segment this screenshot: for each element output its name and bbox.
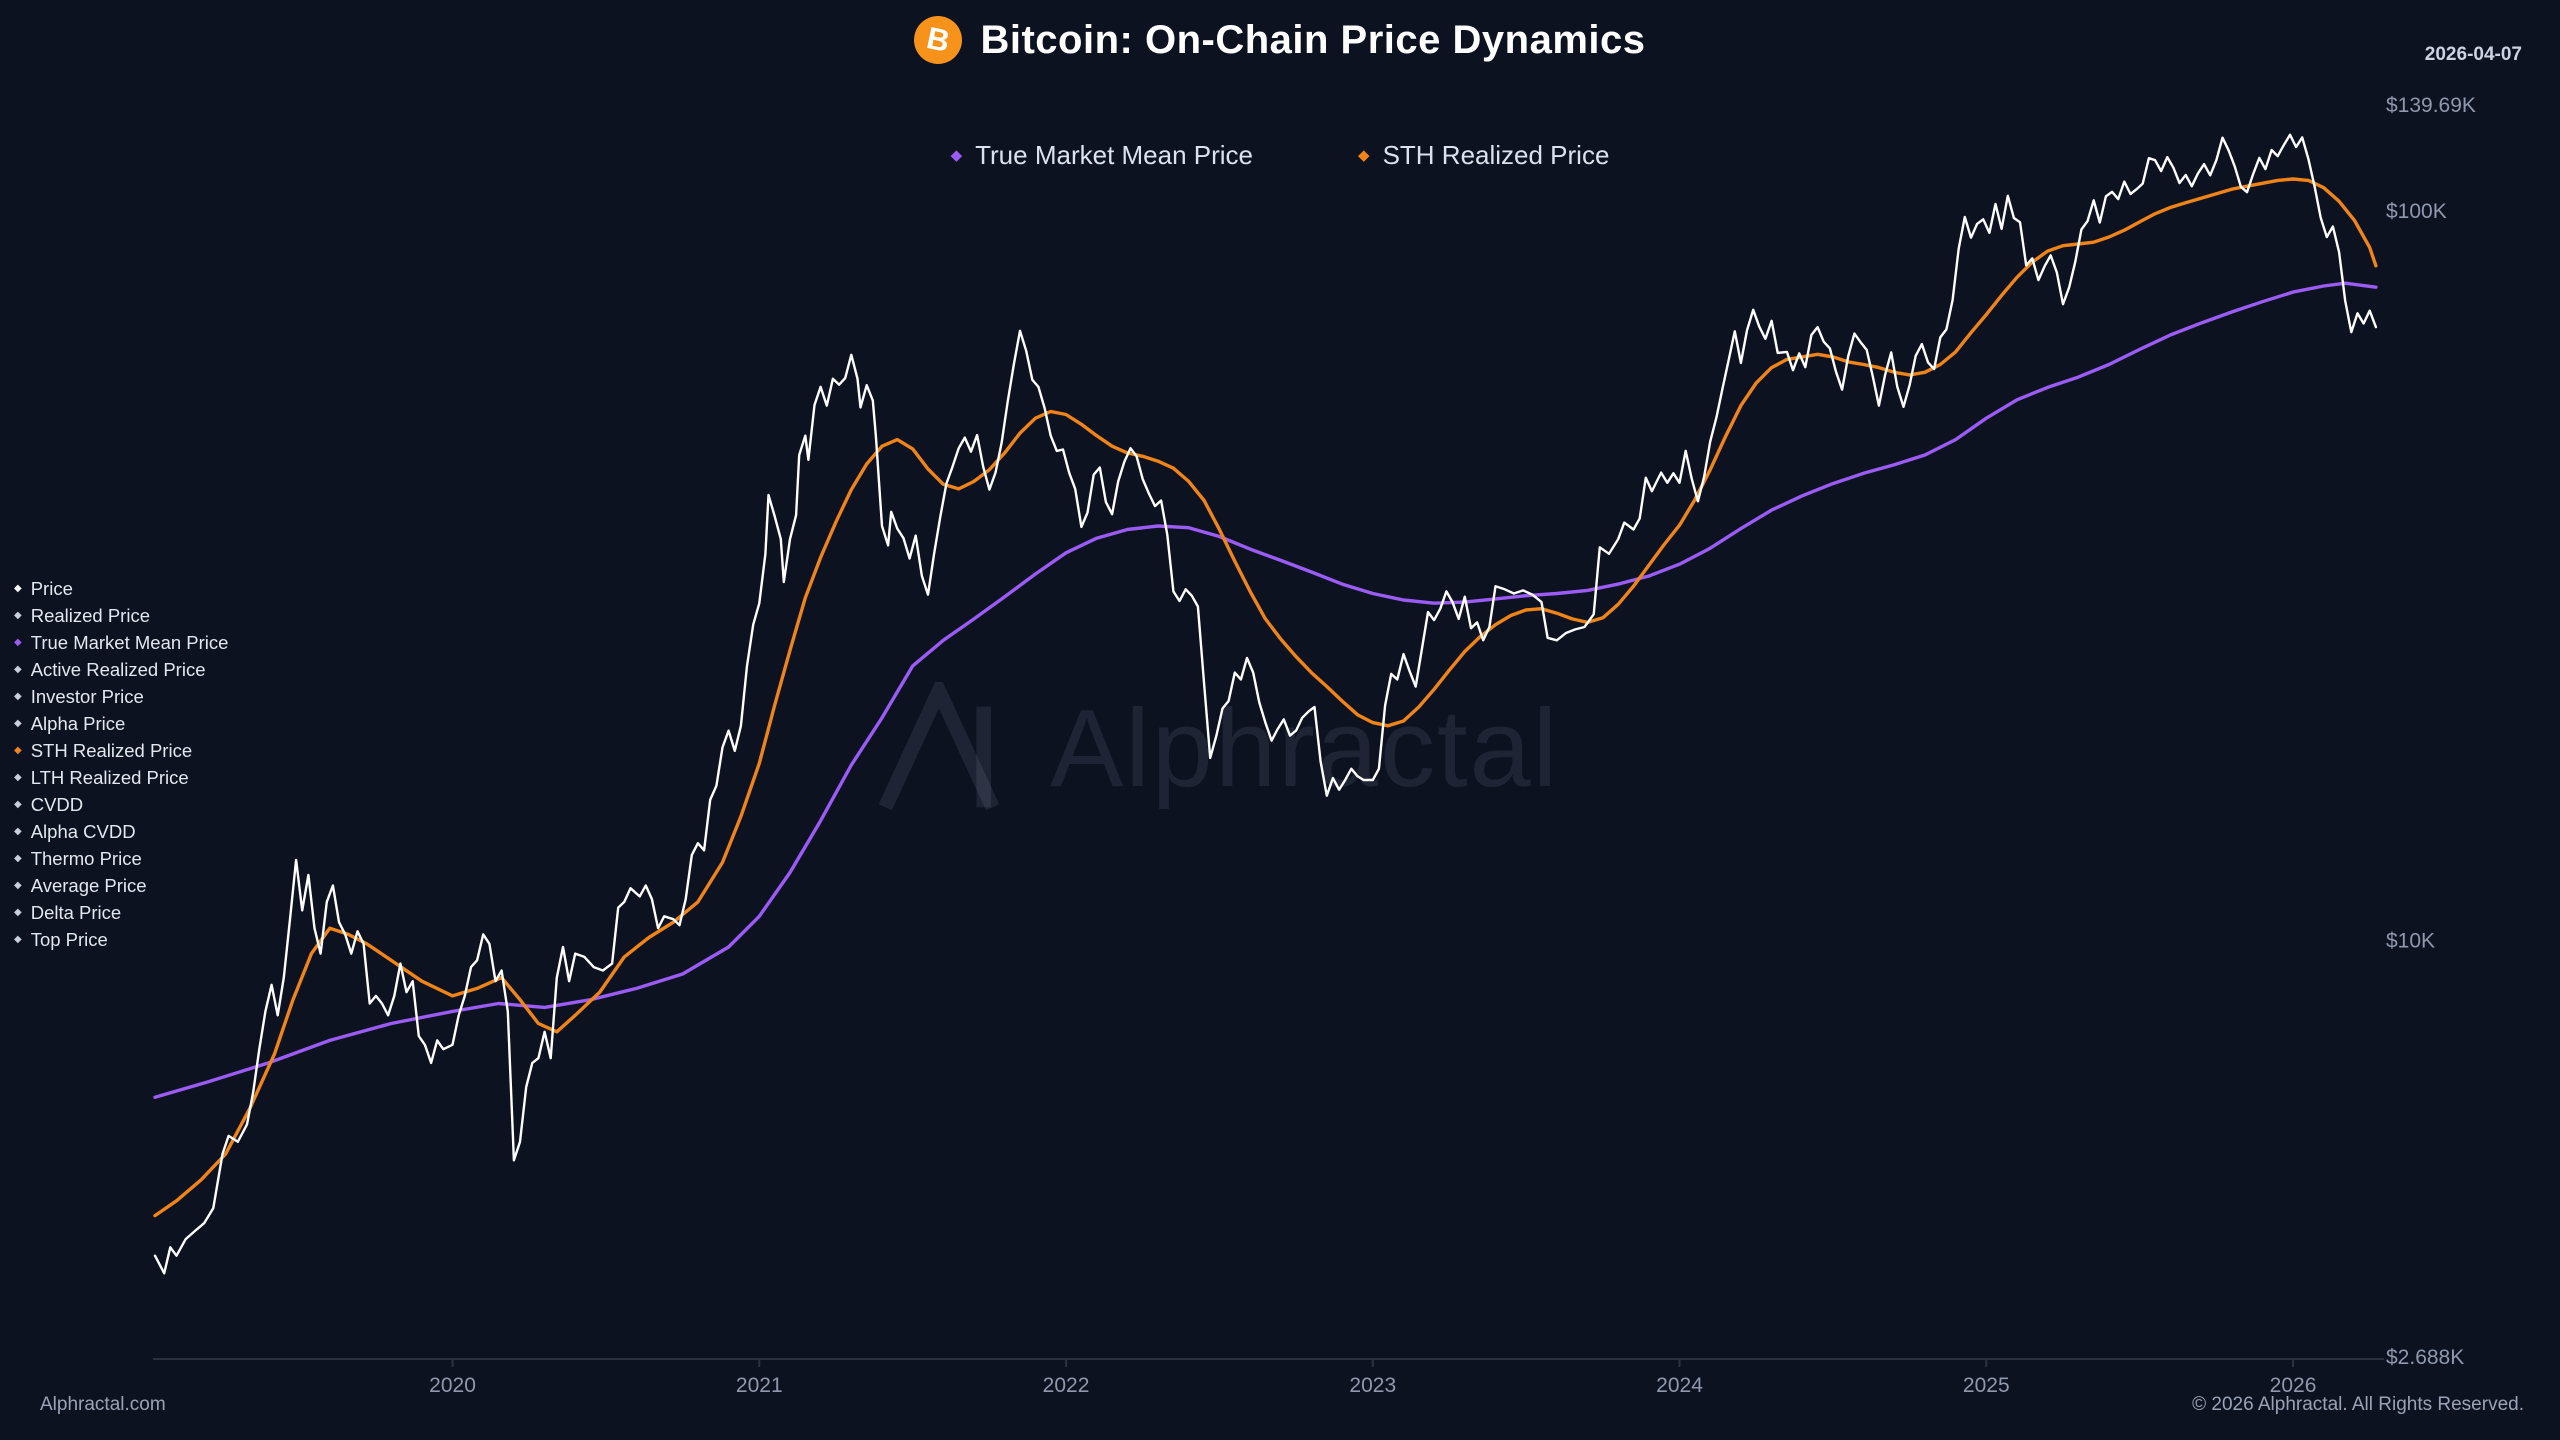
diamond-marker-icon: ◆ [14, 744, 22, 756]
bitcoin-icon: B [914, 16, 963, 64]
diamond-marker-icon: ◆ [14, 636, 22, 648]
metric-item-investor-price[interactable]: ◆ Investor Price [14, 683, 228, 710]
metric-item-lth-realized-price[interactable]: ◆ LTH Realized Price [14, 764, 228, 791]
metric-label: Average Price [30, 874, 147, 896]
x-axis-label: 2021 [736, 1374, 783, 1397]
metric-item-average-price[interactable]: ◆ Average Price [14, 872, 228, 899]
diamond-marker-icon: ◆ [14, 798, 22, 810]
metric-label: Realized Price [30, 604, 150, 626]
x-axis-label: 2024 [1656, 1374, 1703, 1397]
diamond-marker-icon: ◆ [14, 906, 22, 918]
diamond-marker-icon: ◆ [14, 717, 22, 729]
diamond-marker-icon: ◆ [14, 690, 22, 702]
x-axis-label: 2026 [2270, 1374, 2317, 1397]
true-market-mean-price-line [153, 281, 2378, 1100]
metrics-list: ◆ Price ◆ Realized Price ◆ True Market Mean P… [14, 575, 228, 953]
diamond-marker-icon: ◆ [950, 147, 963, 164]
diamond-marker-icon: ◆ [14, 609, 22, 621]
sth-realized-price-line [153, 177, 2378, 1218]
metric-item-alpha-price[interactable]: ◆ Alpha Price [14, 710, 228, 737]
metric-label: Active Realized Price [30, 658, 206, 680]
metric-item-alpha-cvdd[interactable]: ◆ Alpha CVDD [14, 818, 228, 845]
x-axis-label: 2022 [1043, 1374, 1090, 1397]
metric-label: LTH Realized Price [30, 766, 189, 788]
legend-label: True Market Mean Price [975, 140, 1254, 170]
metric-label: True Market Mean Price [30, 631, 229, 653]
metric-item-thermo-price[interactable]: ◆ Thermo Price [14, 845, 228, 872]
metric-label: Investor Price [30, 685, 144, 707]
metric-item-price[interactable]: ◆ Price [14, 575, 228, 602]
metric-item-active-realized-price[interactable]: ◆ Active Realized Price [14, 656, 228, 683]
metric-item-delta-price[interactable]: ◆ Delta Price [14, 899, 228, 926]
diamond-marker-icon: ◆ [14, 663, 22, 675]
legend-item-sth-realized-price[interactable]: ◆ STH Realized Price [1358, 140, 1609, 171]
metric-label: Top Price [30, 928, 108, 950]
diamond-marker-icon: ◆ [14, 825, 22, 837]
metric-label: CVDD [30, 793, 84, 815]
metric-item-realized-price[interactable]: ◆ Realized Price [14, 602, 228, 629]
metric-label: Alpha CVDD [30, 820, 136, 842]
metric-label: Alpha Price [30, 712, 126, 734]
diamond-marker-icon: ◆ [14, 933, 22, 945]
x-axis-label: 2020 [429, 1374, 476, 1397]
legend-label: STH Realized Price [1382, 140, 1610, 170]
diamond-marker-icon: ◆ [14, 879, 22, 891]
date-label: 2026-04-07 [2424, 44, 2522, 65]
metric-item-top-price[interactable]: ◆ Top Price [14, 926, 228, 953]
legend-item-true-market-mean-price[interactable]: ◆ True Market Mean Price [951, 140, 1253, 171]
x-axis-label: 2025 [1963, 1374, 2010, 1397]
chart-legend: ◆ True Market Mean Price ◆ STH Realized … [0, 140, 2560, 171]
diamond-marker-icon: ◆ [14, 852, 22, 864]
x-axis-label: 2023 [1349, 1374, 1396, 1397]
metric-item-cvdd[interactable]: ◆ CVDD [14, 791, 228, 818]
metric-item-sth-realized-price[interactable]: ◆ STH Realized Price [14, 737, 228, 764]
y-axis-label: $2.688K [2386, 1346, 2464, 1369]
metric-label: Price [30, 577, 73, 599]
y-axis-label: $100K [2386, 200, 2447, 223]
diamond-marker-icon: ◆ [1358, 147, 1370, 164]
diamond-marker-icon: ◆ [14, 582, 22, 594]
page-title: Bitcoin: On-Chain Price Dynamics [980, 17, 1646, 62]
metric-label: STH Realized Price [30, 739, 193, 761]
metric-label: Thermo Price [30, 847, 142, 869]
metric-label: Delta Price [30, 901, 122, 923]
footer-copyright: © 2026 Alphractal. All Rights Reserved. [2192, 1394, 2524, 1415]
footer-site-link[interactable]: Alphractal.com [40, 1394, 166, 1415]
metric-item-true-market-mean-price[interactable]: ◆ True Market Mean Price [14, 629, 228, 656]
chart-header: B Bitcoin: On-Chain Price Dynamics [0, 16, 2560, 64]
y-axis-label: $139.69K [2386, 94, 2476, 117]
y-axis-label: $10K [2386, 930, 2435, 953]
diamond-marker-icon: ◆ [14, 771, 22, 783]
price-line [153, 133, 2378, 1275]
